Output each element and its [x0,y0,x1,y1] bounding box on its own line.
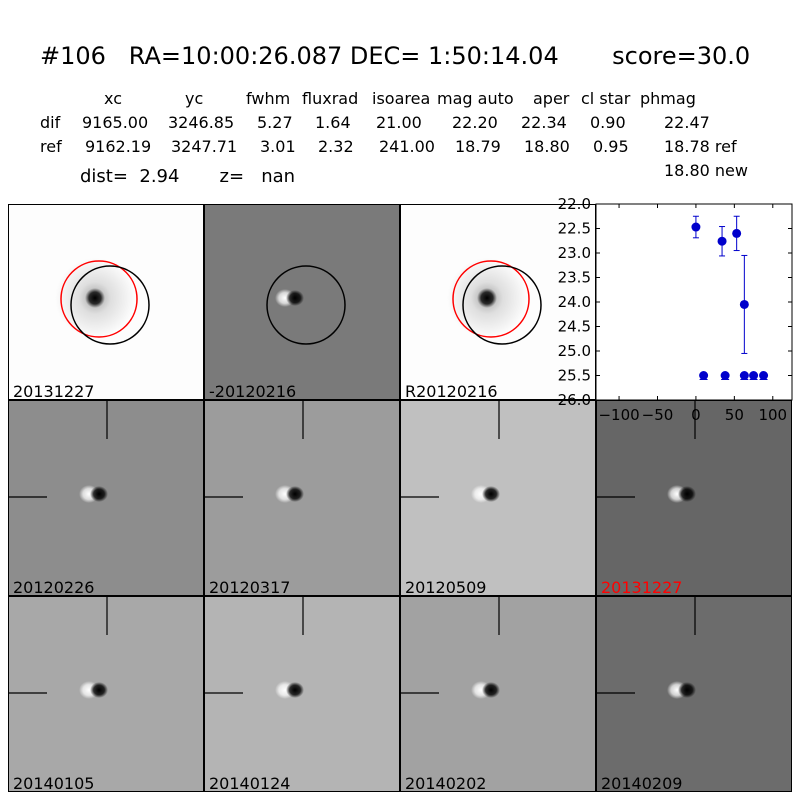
table-cell: 9162.19 [85,137,152,156]
image-panel: 20120226 [8,400,204,596]
row-label: dif [40,113,61,132]
table-cell: 22.47 [664,113,710,132]
image-panel: 20140105 [8,596,204,792]
image-panel: -20120216 [204,204,400,400]
table-cell: 3246.85 [168,113,235,132]
column-header: aper [533,89,570,108]
y-tick-label: 25.5 [558,367,591,385]
panel-date-label: 20140105 [13,774,95,792]
table-cell: 18.79 [455,137,501,156]
table-cell: 18.80 [524,137,570,156]
column-header: yc [185,89,204,108]
panel-date-label: 20140124 [209,774,291,792]
upper-limit-point [699,371,709,380]
table-cell: 3.01 [260,137,296,156]
column-header: fluxrad [302,89,359,108]
table-cell: 3247.71 [171,137,238,156]
y-tick-label: 24.0 [558,293,591,311]
data-point [732,215,742,252]
x-tick-label: 100 [758,406,787,424]
chart-svg: 22.0 22.5 23.0 23.5 24.0 24.5 25.0 25.5 26.0 −100… [558,195,793,424]
table-cell: 21.00 [376,113,422,132]
image-panel: R20120216 [400,204,596,400]
column-header: xc [104,89,122,108]
data-point [739,254,749,354]
image-panel: 20131227 [596,400,792,596]
cutout-image [205,401,399,595]
cutout-image [597,401,791,595]
column-header: cl star [581,89,631,108]
upper-limit-point [720,371,730,380]
panel-date-label: 20131227 [13,382,95,400]
lightcurve-chart: 22.0 22.5 23.0 23.5 24.0 24.5 25.0 25.5 26.0 −100… [540,195,800,440]
table-cell: 0.90 [590,113,626,132]
cutout-image [205,205,399,399]
y-tick-label: 26.0 [558,391,591,409]
x-tick-label: 50 [725,406,744,424]
table-cell: 1.64 [315,113,351,132]
column-header: phmag [640,89,696,108]
plot-frame [595,203,793,401]
cutout-image [205,597,399,791]
cutout-image [401,205,595,399]
y-tick-label: 23.0 [558,244,591,262]
x-tick-label: −100 [598,406,639,424]
table-cell: 22.34 [521,113,567,132]
table-cell: 22.20 [452,113,498,132]
image-panel: 20140209 [596,596,792,792]
panel-date-label: 20120317 [209,578,291,596]
phmag-new-value: 18.80 new [664,161,748,180]
x-tick-label: −50 [642,406,674,424]
panel-date-label: 20131227 [601,578,683,596]
column-header: fwhm [246,89,291,108]
image-panel: 20140202 [400,596,596,792]
panel-date-label: R20120216 [405,382,498,400]
image-panel: 20120509 [400,400,596,596]
image-panel: 20120317 [204,400,400,596]
y-tick-label: 22.5 [558,220,591,238]
y-tick-label: 24.5 [558,318,591,336]
panel-date-label: -20120216 [209,382,297,400]
cutout-image [9,401,203,595]
panel-date-label: 20120509 [405,578,487,596]
panel-date-label: 20140202 [405,774,487,792]
cutout-image [401,401,595,595]
table-cell: 18.78 ref [664,137,737,156]
y-tick-label: 22.0 [558,196,591,213]
cutout-image [9,205,203,399]
column-header: mag auto [437,89,514,108]
image-panel: 20131227 [8,204,204,400]
page-title: #106 RA=10:00:26.087 DEC= 1:50:14.04 sco… [40,42,751,70]
table-cell: 5.27 [257,113,293,132]
cutout-image [597,597,791,791]
y-tick-label: 25.0 [558,342,591,360]
table-cell: 9165.00 [82,113,149,132]
column-header: isoarea [372,89,431,108]
data-point [717,226,727,257]
row-label: ref [40,137,62,156]
distance-readout: dist= 2.94 z= nan [80,166,296,187]
table-cell: 241.00 [379,137,435,156]
x-tick-label: 0 [691,406,701,424]
upper-limit-point [749,371,759,380]
cutout-image [401,597,595,791]
upper-limit-point [739,371,749,380]
table-cell: 2.32 [318,137,354,156]
data-point [691,215,701,239]
panel-date-label: 20120226 [13,578,95,596]
upper-limit-point [759,371,769,380]
image-panel: 20140124 [204,596,400,792]
cutout-image [9,597,203,791]
y-tick-label: 23.5 [558,269,591,287]
panel-date-label: 20140209 [601,774,683,792]
table-cell: 0.95 [593,137,629,156]
